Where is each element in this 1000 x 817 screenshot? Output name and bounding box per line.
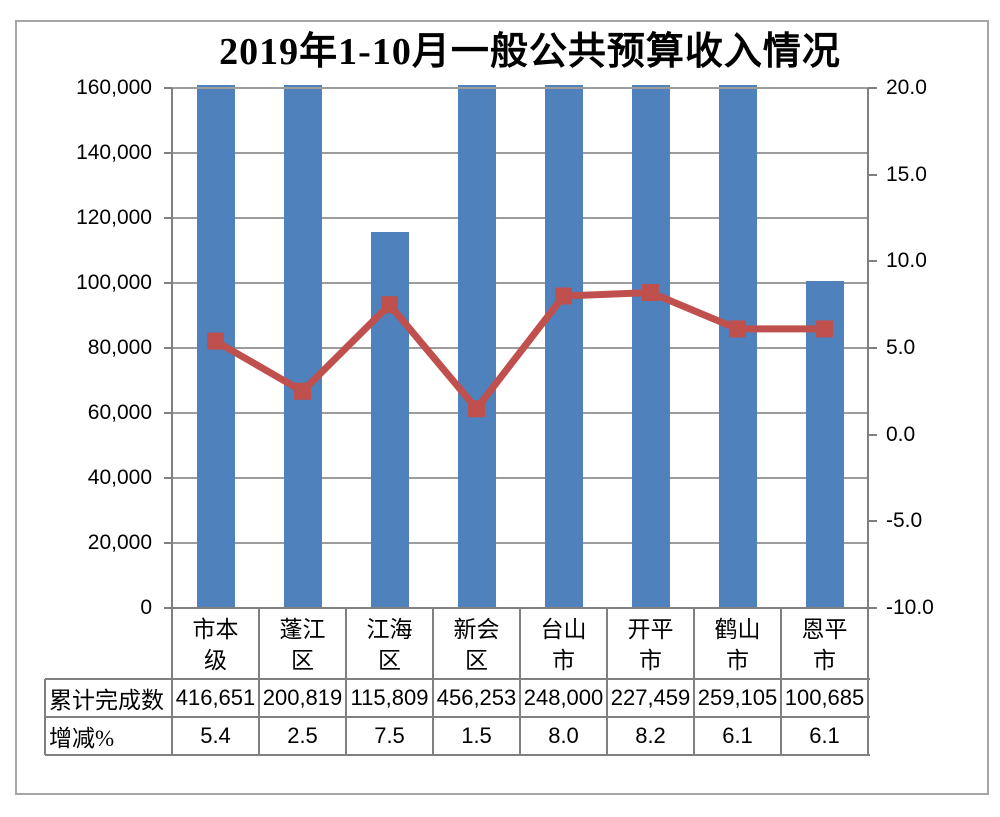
line-marker — [555, 287, 572, 305]
y-axis-left-tick-label: 140,000 — [76, 141, 152, 164]
table-row-label: 累计完成数 — [49, 688, 164, 713]
line-marker — [729, 320, 746, 338]
y-axis-right-tick-label: -5.0 — [886, 509, 923, 533]
y-axis-left-tick — [164, 347, 172, 349]
y-axis-right-tick — [868, 87, 877, 89]
bar — [283, 85, 322, 608]
category-header-cell: 台山 市 — [540, 616, 587, 673]
y-axis-right-line — [867, 88, 869, 755]
table-horizontal-line — [45, 678, 870, 680]
gridline — [172, 542, 868, 544]
y-axis-left-tick-label: 40,000 — [87, 466, 152, 489]
table-column-divider — [258, 608, 260, 755]
table-cell: 100,685 — [784, 685, 865, 710]
plot-top-border — [172, 87, 868, 89]
table-cell: 248,000 — [523, 685, 604, 710]
table-cell: 8.2 — [635, 723, 666, 748]
gridline — [172, 282, 868, 284]
line-series-growth-pct — [207, 284, 833, 418]
table-cell: 6.1 — [809, 723, 840, 748]
y-axis-left-tick-label: 0 — [140, 596, 152, 619]
table-horizontal-line — [45, 716, 870, 718]
table-label-divider — [171, 679, 173, 755]
bar — [631, 85, 670, 608]
table-cell: 200,819 — [262, 685, 343, 710]
table-cell: 416,651 — [175, 685, 256, 710]
y-axis-right-tick-label: 0.0 — [886, 422, 916, 446]
table-horizontal-line — [45, 754, 870, 756]
y-axis-right-tick — [868, 607, 877, 609]
table-cell: 6.1 — [722, 723, 753, 748]
table-cell: 1.5 — [461, 723, 492, 748]
line-marker — [468, 400, 485, 418]
y-axis-left-tick-label: 100,000 — [76, 271, 152, 294]
y-axis-left-tick — [164, 152, 172, 154]
line-marker — [207, 332, 224, 350]
y-axis-left-line — [171, 88, 173, 755]
category-header-cell: 开平 市 — [627, 616, 674, 673]
table-cell: 115,809 — [350, 685, 429, 710]
y-axis-right-tick — [868, 347, 877, 349]
y-axis-left-tick — [164, 607, 172, 609]
table-cell: 456,253 — [436, 685, 517, 710]
table-cell: 2.5 — [287, 723, 318, 748]
category-header-cell: 鹤山 市 — [714, 616, 761, 673]
gridline — [172, 412, 868, 414]
y-axis-left-tick — [164, 412, 172, 414]
line-marker — [642, 284, 659, 301]
y-axis-right-tick-label: -10.0 — [886, 596, 934, 619]
y-axis-left-tick — [164, 282, 172, 284]
category-header-cell: 蓬江 区 — [279, 616, 326, 673]
y-axis-right-tick-label: 20.0 — [886, 76, 927, 99]
table-row-label: 增减% — [49, 726, 115, 751]
gridline — [172, 477, 868, 479]
chart-title: 2019年1-10月一般公共预算收入情况 — [219, 31, 841, 73]
y-axis-left-tick — [164, 87, 172, 89]
table-cell: 5.4 — [200, 723, 231, 748]
bar — [370, 231, 409, 608]
y-axis-left-tick-label: 20,000 — [87, 531, 152, 554]
y-axis-right-tick — [868, 173, 877, 176]
category-header-cell: 新会 区 — [453, 616, 500, 673]
y-axis-left-tick-label: 120,000 — [76, 206, 152, 229]
bar — [457, 85, 496, 608]
table-cell: 8.0 — [548, 723, 579, 748]
table-column-divider — [693, 608, 695, 755]
y-axis-left-tick — [164, 542, 172, 544]
y-axis-right-tick — [868, 260, 877, 263]
bar — [544, 85, 583, 608]
table-column-divider — [606, 608, 608, 755]
line-marker — [294, 382, 311, 400]
table-column-divider — [780, 608, 782, 755]
y-axis-right-tick-label: 10.0 — [886, 249, 927, 273]
category-header-cell: 市本 级 — [192, 616, 239, 673]
y-axis-left-tick-label: 60,000 — [87, 401, 152, 424]
category-header-cell: 恩平 市 — [801, 616, 848, 673]
line-path — [213, 288, 825, 415]
gridline — [172, 217, 868, 219]
line-marker — [381, 296, 398, 314]
table-left-border — [44, 679, 46, 755]
category-header-cell: 江海 区 — [366, 616, 413, 673]
y-axis-right-tick — [868, 433, 877, 436]
line-marker — [816, 320, 833, 338]
y-axis-left-tick — [164, 477, 172, 479]
table-cell: 259,105 — [697, 685, 778, 710]
y-axis-left-tick-label: 160,000 — [76, 76, 152, 99]
table-cell: 227,459 — [610, 685, 691, 710]
bar — [718, 85, 757, 608]
table-column-divider — [345, 608, 347, 755]
y-axis-right-tick-label: 5.0 — [886, 336, 916, 359]
table-column-divider — [432, 608, 434, 755]
y-axis-left-tick — [164, 217, 172, 219]
y-axis-left-tick-label: 80,000 — [87, 336, 152, 359]
gridline — [172, 152, 868, 154]
table-cell: 7.5 — [374, 723, 405, 748]
y-axis-right-tick-label: 15.0 — [886, 162, 927, 186]
y-axis-right-tick — [868, 520, 877, 523]
table-column-divider — [519, 608, 521, 755]
